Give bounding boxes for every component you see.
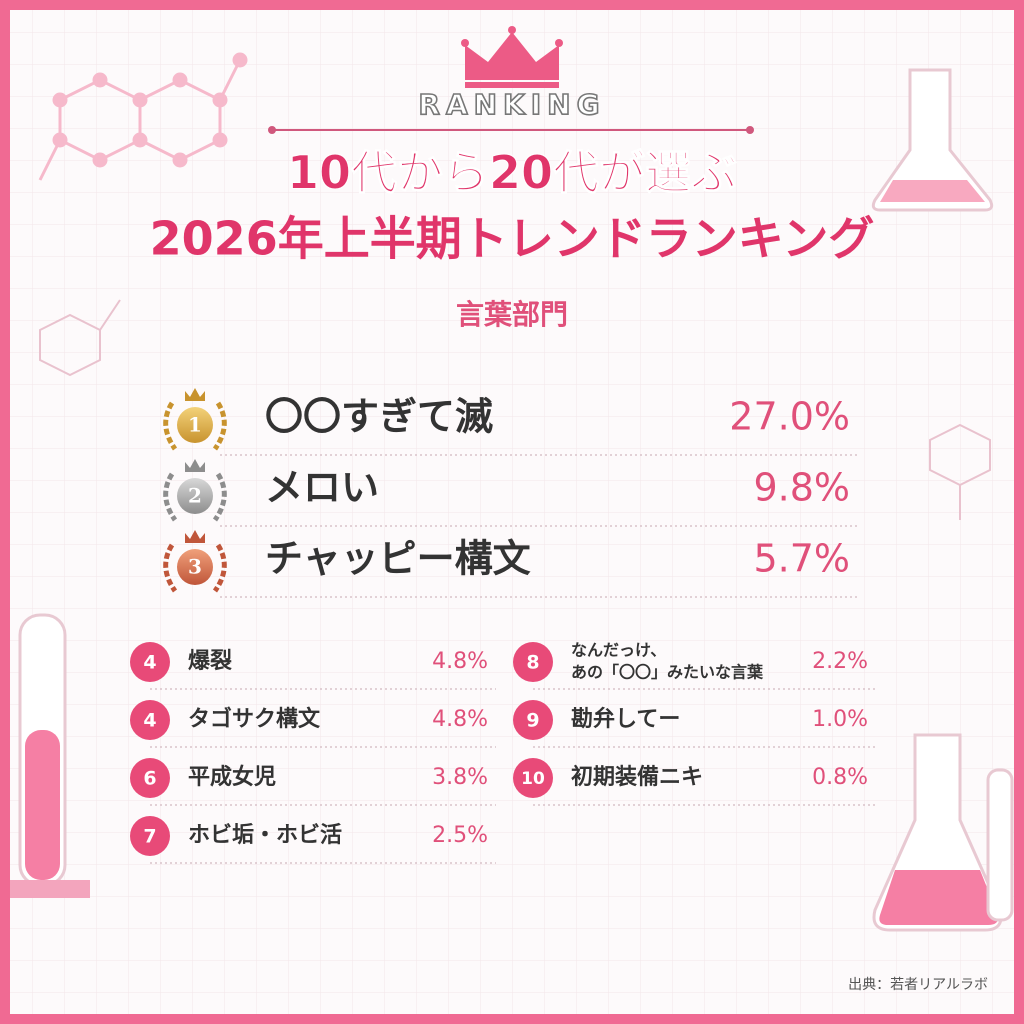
rank-number: 7 xyxy=(143,826,156,848)
rank-number: 10 xyxy=(521,769,545,789)
rank-number: 4 xyxy=(143,710,156,732)
rank-percent: 0.8% xyxy=(812,765,868,790)
rank-percent: 4.8% xyxy=(432,649,488,674)
title-line: 10代から20代が選ぶ xyxy=(287,146,737,200)
rank-number: 1 xyxy=(188,413,202,437)
crown-icon xyxy=(461,26,563,88)
badge: RANKING xyxy=(418,88,605,121)
molecule-decoration xyxy=(39,299,991,520)
rank-label: 初期装備ニキ xyxy=(571,764,703,790)
rank-label: あの「〇〇」みたいな言葉 xyxy=(571,663,764,682)
rank-percent: 3.8% xyxy=(432,765,488,790)
test-tube-decoration xyxy=(10,613,90,898)
rank-circle xyxy=(513,642,553,682)
rank-number: 4 xyxy=(143,652,156,674)
divider-dot xyxy=(268,126,276,134)
rank-circle xyxy=(130,758,170,798)
flask-decoration xyxy=(871,68,994,212)
medal-crown xyxy=(185,388,205,401)
rank-circle xyxy=(130,700,170,740)
rank-circle xyxy=(513,700,553,740)
medal-crown xyxy=(185,459,205,472)
laurel xyxy=(163,543,227,593)
rank-circle xyxy=(513,758,553,798)
medal-disc xyxy=(177,407,213,443)
laurel xyxy=(163,472,227,522)
ranking-lists: 1 〇〇すぎて滅 27.0% 2 メロい 9.8% 3 チャッピー構文 5.7% 4 爆裂 4.8% 4… xyxy=(130,388,876,864)
rank-number: 2 xyxy=(188,484,202,508)
rank-label: メロい xyxy=(265,466,379,510)
rank-percent: 2.2% xyxy=(812,649,868,674)
medal: 1 xyxy=(163,388,227,451)
rank-label: ホビ垢・ホビ活 xyxy=(188,823,342,848)
rank-percent: 2.5% xyxy=(432,823,488,848)
rank-percent: 4.8% xyxy=(432,707,488,732)
rank-percent: 9.8% xyxy=(753,466,850,510)
flask-decoration xyxy=(872,733,1014,932)
rank-label: 爆裂 xyxy=(188,649,232,674)
divider-dot xyxy=(746,126,754,134)
laurel xyxy=(163,401,227,451)
rank-label: チャッピー構文 xyxy=(265,537,531,581)
rank-label: なんだっけ、 xyxy=(571,641,666,660)
molecule-decoration xyxy=(38,52,248,181)
rank-number: 6 xyxy=(143,768,156,790)
rank-label: 〇〇すぎて滅 xyxy=(265,395,493,439)
rank-label: 勘弁してー xyxy=(571,706,680,732)
rank-percent: 27.0% xyxy=(729,395,850,439)
rank-number: 9 xyxy=(526,710,539,732)
medal: 3 xyxy=(163,530,227,593)
rank-label: 平成女児 xyxy=(188,764,276,790)
source: 出典：若者リアルラボ xyxy=(848,977,988,993)
category: 言葉部門 xyxy=(456,298,568,331)
rank-circle xyxy=(130,642,170,682)
medal-disc xyxy=(177,478,213,514)
medal-disc xyxy=(177,549,213,585)
rank-percent: 5.7% xyxy=(753,537,850,581)
medal-crown xyxy=(185,530,205,543)
title-line: 2026年上半期トレンドランキング xyxy=(150,212,875,266)
rank-percent: 1.0% xyxy=(812,707,868,732)
rank-circle xyxy=(130,816,170,856)
rank-number: 3 xyxy=(188,555,202,579)
rank-number: 8 xyxy=(526,652,539,674)
medal: 2 xyxy=(163,459,227,522)
rank-label: タゴサク構文 xyxy=(188,706,321,732)
